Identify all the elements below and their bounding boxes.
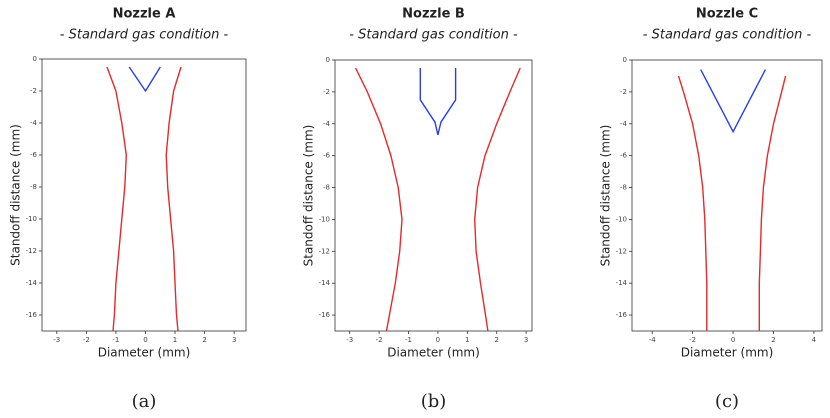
y-tick-label: -16 xyxy=(319,311,331,319)
y-tick-label: 0 xyxy=(623,56,627,64)
x-tick-label: -1 xyxy=(112,336,119,344)
x-tick-label: 3 xyxy=(524,336,528,344)
curve xyxy=(700,69,767,134)
x-tick-label: 2 xyxy=(202,336,206,344)
curve xyxy=(354,67,403,332)
chart-subtitle: - Standard gas condition - xyxy=(60,28,229,43)
caption: (c) xyxy=(715,391,739,412)
y-tick-label: -6 xyxy=(30,151,38,159)
curve xyxy=(758,75,787,331)
y-tick-label: -12 xyxy=(319,247,330,255)
y-tick-label: -8 xyxy=(620,184,627,192)
y-tick-label: -8 xyxy=(323,184,330,192)
y-axis-label: Standoff distance (mm) xyxy=(9,124,23,266)
curve xyxy=(106,66,128,332)
chart-title: Nozzle A xyxy=(113,7,176,22)
y-tick-label: 0 xyxy=(33,55,37,63)
curve xyxy=(128,66,161,93)
y-tick-label: -2 xyxy=(30,87,37,95)
caption: (a) xyxy=(132,391,157,412)
y-tick-label: -12 xyxy=(616,247,627,255)
x-tick-label: -2 xyxy=(689,336,696,344)
x-tick-label: 3 xyxy=(232,336,236,344)
y-tick-label: -2 xyxy=(323,88,330,96)
y-tick-label: -8 xyxy=(30,183,37,191)
x-axis-label: Diameter (mm) xyxy=(387,346,480,360)
curve xyxy=(419,68,457,136)
curve xyxy=(677,75,708,331)
y-tick-label: 0 xyxy=(326,56,330,64)
x-tick-label: -1 xyxy=(405,336,412,344)
x-tick-label: 0 xyxy=(731,336,735,344)
y-tick-label: -10 xyxy=(319,215,330,223)
x-tick-label: 2 xyxy=(771,336,775,344)
x-tick-label: -3 xyxy=(53,336,60,344)
x-tick-label: 4 xyxy=(812,336,817,344)
y-tick-label: -4 xyxy=(323,120,331,128)
caption: (b) xyxy=(421,391,447,412)
x-tick-label: 0 xyxy=(436,336,440,344)
x-tick-label: -4 xyxy=(649,336,657,344)
y-tick-label: -14 xyxy=(319,279,331,287)
y-tick-label: -4 xyxy=(30,119,38,127)
x-axis-label: Diameter (mm) xyxy=(681,346,774,360)
y-tick-label: -6 xyxy=(620,152,628,160)
y-tick-label: -2 xyxy=(620,88,627,96)
x-tick-label: -2 xyxy=(83,336,90,344)
y-tick-label: -4 xyxy=(620,120,628,128)
y-axis-label: Standoff distance (mm) xyxy=(302,125,316,267)
chart-title: Nozzle C xyxy=(696,7,758,22)
y-tick-label: -16 xyxy=(616,311,628,319)
y-tick-label: -14 xyxy=(26,279,38,287)
y-tick-label: -16 xyxy=(26,311,38,319)
plot-frame xyxy=(334,59,533,332)
curve xyxy=(473,67,521,332)
x-tick-label: 0 xyxy=(143,336,147,344)
y-tick-label: -10 xyxy=(616,215,627,223)
chart-title: Nozzle B xyxy=(402,7,465,22)
chart-subtitle: - Standard gas condition - xyxy=(349,28,518,43)
y-tick-label: -14 xyxy=(616,279,628,287)
plot-frame xyxy=(41,58,247,332)
curve xyxy=(165,66,182,332)
x-axis-label: Diameter (mm) xyxy=(98,346,191,360)
x-tick-label: 2 xyxy=(494,336,498,344)
x-tick-label: -2 xyxy=(376,336,383,344)
y-tick-label: -6 xyxy=(323,152,331,160)
y-tick-label: -10 xyxy=(26,215,37,223)
x-tick-label: 1 xyxy=(465,336,469,344)
y-tick-label: -12 xyxy=(26,247,37,255)
plot-frame xyxy=(631,59,823,332)
x-tick-label: -3 xyxy=(346,336,353,344)
y-axis-label: Standoff distance (mm) xyxy=(599,125,613,267)
x-tick-label: 1 xyxy=(173,336,177,344)
chart-subtitle: - Standard gas condition - xyxy=(643,28,812,43)
